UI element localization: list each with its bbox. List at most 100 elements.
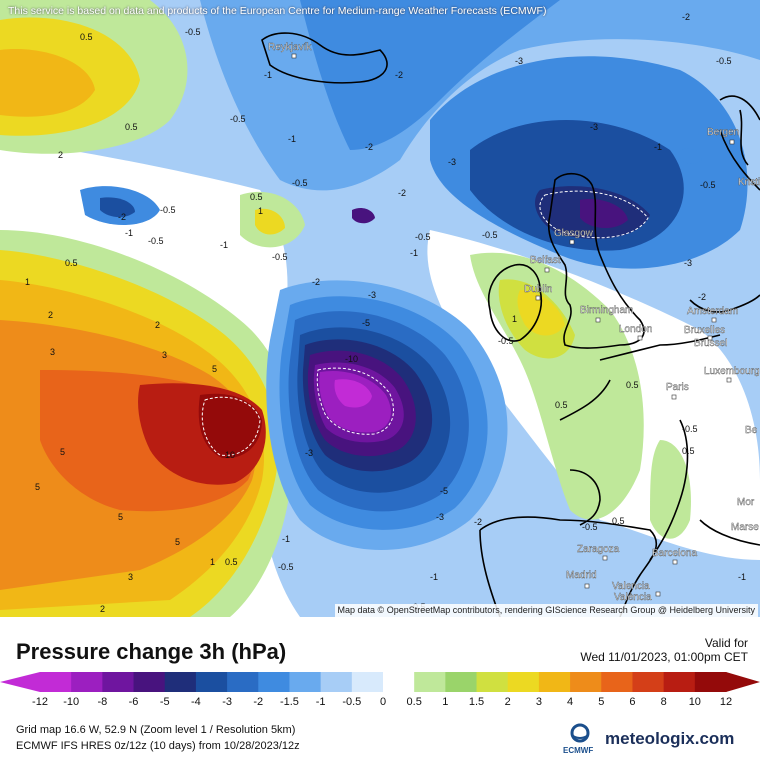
colorbar-arrow-right <box>726 672 760 692</box>
contour-label: -2 <box>682 12 690 22</box>
brand-link[interactable]: meteologix.com <box>605 729 735 748</box>
contour-label: 1 <box>210 557 215 567</box>
colorbar-tick-label: -6 <box>128 696 139 708</box>
contour-label: 3 <box>128 572 133 582</box>
pressure-map[interactable]: Reykjavík Bergen Kristi Glasgow Belfast … <box>0 0 760 617</box>
contour-label: -1 <box>264 70 272 80</box>
contour-label: -5 <box>440 486 448 496</box>
colorbar-tick-label: -1.5 <box>279 696 299 708</box>
colorbar-swatch <box>164 672 197 692</box>
alps-warm <box>650 440 691 539</box>
contour-label: 5 <box>35 482 40 492</box>
contour-label: -1 <box>220 240 228 250</box>
colorbar-swatch <box>71 672 103 692</box>
colorbar-swatch <box>570 672 602 692</box>
coast-netherlands <box>689 294 760 313</box>
colorbar-tick-label: -4 <box>191 696 201 708</box>
contour-label: -3 <box>368 290 376 300</box>
contour-label: -0.5 <box>498 336 514 346</box>
contour-label: 1 <box>25 277 30 287</box>
contour-label: -0.5 <box>272 252 288 262</box>
uk-warm-core <box>517 290 565 336</box>
colorbar-tick-label: 2 <box>504 696 511 708</box>
contour-label: 0.5 <box>555 400 568 410</box>
contour-label: -0.5 <box>278 562 294 572</box>
contour-neg10 <box>316 367 394 435</box>
colorbar-swatch <box>694 672 727 692</box>
legend-panel: Pressure change 3h (hPa) Valid for Wed 1… <box>0 617 760 760</box>
colorbar-swatch <box>632 672 665 692</box>
colorbar-arrow-left <box>0 672 40 692</box>
contour-label: -0.5 <box>160 205 176 215</box>
contour-north <box>539 190 649 239</box>
colorbar-tick-label: 0 <box>379 696 387 708</box>
colorbar-swatch <box>102 672 135 692</box>
colorbar-tick-label: 12 <box>719 696 733 708</box>
colorbar-tick-label: 10 <box>688 696 701 708</box>
city-label: Mor <box>737 497 755 508</box>
small-low-iceland <box>352 207 375 224</box>
contour-label: -0.5 <box>148 236 164 246</box>
contour-label: -5 <box>362 318 370 328</box>
contour-label: -2 <box>365 142 373 152</box>
contour-label: 0.5 <box>65 258 78 268</box>
map-attribution[interactable]: Map data © OpenStreetMap contributors, r… <box>334 604 758 617</box>
colorbar-swatch <box>383 672 415 692</box>
coast-italy <box>649 419 760 561</box>
city-label: Zaragoza <box>577 544 620 555</box>
contour-label: -3 <box>305 448 313 458</box>
contour-label: -0.5 <box>230 114 246 124</box>
contour-label: 2 <box>58 150 63 160</box>
colorbar-swatch <box>663 672 696 692</box>
band-north-mid <box>300 0 560 150</box>
contour-label: -2 <box>474 517 482 527</box>
city-label: Amsterdam <box>687 306 738 317</box>
coast-iceland <box>261 32 388 84</box>
colorbar-tick-label: -12 <box>32 696 48 708</box>
valid-time: Wed 11/01/2023, 01:00pm CET <box>580 650 748 664</box>
city-label: Brussel <box>694 338 727 349</box>
colorbar-swatch <box>289 672 322 692</box>
contour-label: 0.5 <box>682 446 695 456</box>
city-label: Madrid <box>566 570 597 581</box>
coast-norway <box>719 95 760 191</box>
contour-label: -2 <box>312 277 320 287</box>
contour-label: 0.5 <box>80 32 93 42</box>
contour-label: -3 <box>515 56 523 66</box>
small-low-west-core <box>100 197 135 218</box>
colorbar-tick-label: 4 <box>567 696 574 708</box>
contour-label: 0.5 <box>626 380 639 390</box>
colorbar-tick-label: -0.5 <box>342 696 362 708</box>
city-label: Bergen <box>707 127 739 138</box>
coast-ireland <box>488 263 542 342</box>
contour-label: -1 <box>410 248 418 258</box>
city-label: Bruxelles <box>684 325 725 336</box>
colorbar-swatch <box>445 672 478 692</box>
colorbar-tick-label: 3 <box>535 696 542 708</box>
map-title: Pressure change 3h (hPa) <box>16 639 287 664</box>
colorbar <box>0 672 760 692</box>
city-label: Glasgow <box>554 228 594 239</box>
contour-label: 1 <box>258 206 263 216</box>
colorbar-swatch <box>507 672 540 692</box>
contour-label: -3 <box>436 512 444 522</box>
contour-label: 0.5 <box>125 122 138 132</box>
city-label: Luxembourg <box>704 366 760 377</box>
contour-label: -1 <box>288 134 296 144</box>
ecmwf-notice: This service is based on data and produc… <box>8 5 547 17</box>
city-label: Barcelona <box>652 548 697 559</box>
pressure-map-canvas: Reykjavík Bergen Kristi Glasgow Belfast … <box>0 0 760 617</box>
colorbar-swatch <box>133 672 166 692</box>
colorbar-swatch <box>414 672 446 692</box>
contour-label: 5 <box>212 364 217 374</box>
colorbar-swatch <box>320 672 353 692</box>
valid-label: Valid for <box>704 636 748 650</box>
coast-britain <box>547 172 645 349</box>
contour-label: 10 <box>225 450 235 460</box>
colorbar-swatch <box>601 672 633 692</box>
contour-label: 2 <box>100 604 105 614</box>
contour-label: 2 <box>48 310 53 320</box>
city-label: Dublin <box>524 284 552 295</box>
colorbar-tick-label: -10 <box>63 696 80 708</box>
contour-label: 5 <box>175 537 180 547</box>
